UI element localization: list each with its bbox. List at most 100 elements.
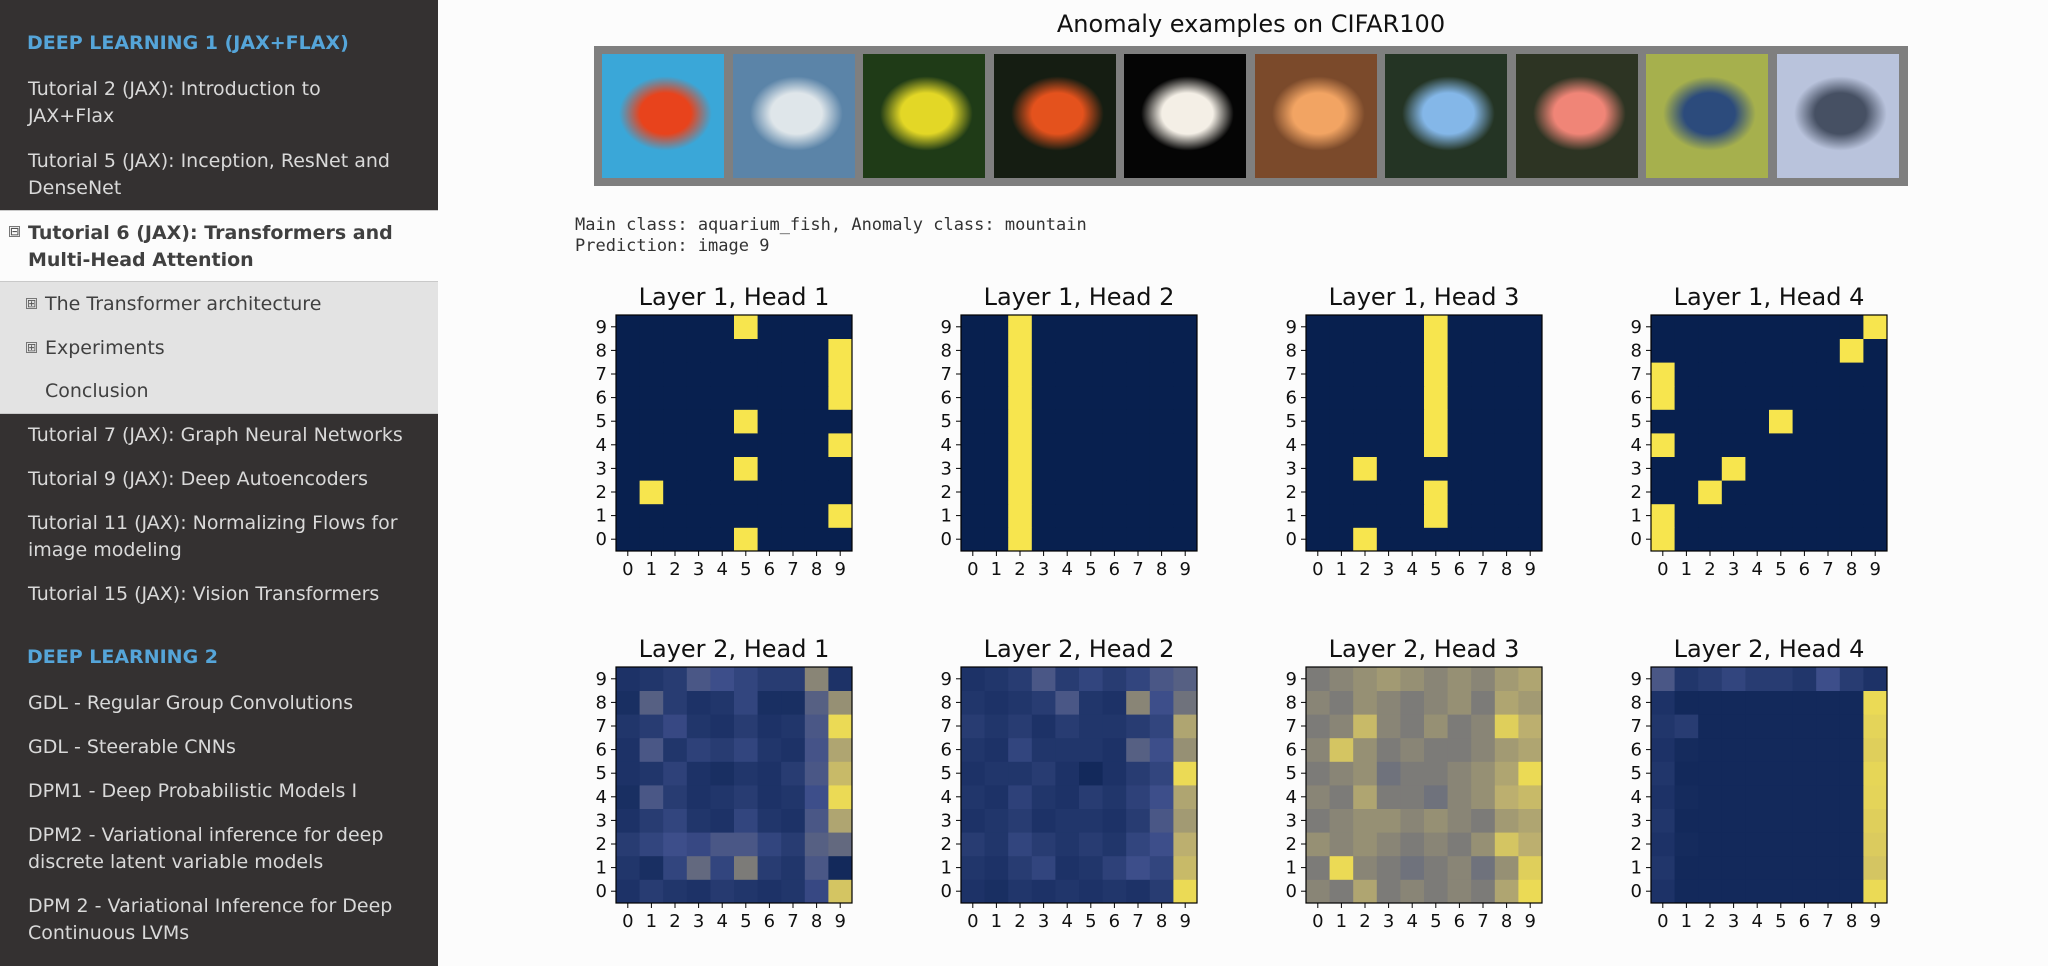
y-tick-label: 6 (596, 740, 607, 761)
heatmap-frame (1305, 314, 1543, 552)
heatmap-cell (1306, 832, 1330, 857)
nav-subitem-transformer-architecture[interactable]: ⊞ The Transformer architecture (0, 282, 438, 326)
heatmap-cell (1306, 338, 1330, 363)
y-tick-label: 8 (596, 340, 607, 361)
heatmap-cell (1674, 338, 1699, 363)
heatmap-cell (734, 690, 758, 715)
nav-item-gdl-steerable[interactable]: GDL - Steerable CNNs (28, 736, 236, 758)
nav-item-gdl-regular[interactable]: GDL - Regular Group Convolutions (28, 692, 354, 714)
heatmap-cell (1494, 714, 1519, 739)
heatmap-cell (1518, 503, 1543, 528)
heatmap-cell (1745, 667, 1770, 691)
heatmap-cell (1008, 527, 1033, 552)
y-tick-label: 4 (941, 435, 952, 456)
heatmap-cell (1424, 338, 1448, 363)
collapse-icon[interactable]: ⊟ (9, 225, 20, 238)
orange-fish-image-icon (993, 54, 1116, 178)
y-tick-label: 1 (941, 858, 952, 879)
heatmap-cell (1518, 315, 1543, 339)
x-tick-label: 7 (787, 559, 798, 580)
heatmap-cell (1447, 409, 1472, 434)
heatmap-cell (1518, 690, 1543, 715)
nav-subitem-conclusion[interactable]: Conclusion (0, 369, 438, 413)
heatmap-cell (1353, 879, 1378, 904)
heatmap-cell (1329, 832, 1354, 857)
x-tick-label: 3 (693, 559, 704, 580)
nav-item-tutorial-2[interactable]: Tutorial 2 (JAX): Introduction to JAX+Fl… (28, 78, 321, 127)
nav-item-dpm1[interactable]: DPM1 - Deep Probabilistic Models I (28, 780, 358, 802)
heatmap-cell (1674, 362, 1699, 387)
x-tick-label: 8 (1846, 559, 1857, 580)
heatmap-cell (616, 385, 640, 410)
nav-subitem-experiments[interactable]: ⊞ Experiments (0, 326, 438, 370)
heatmap-cell (1329, 433, 1354, 457)
y-tick-label: 4 (1286, 435, 1297, 456)
y-tick-label: 0 (1286, 529, 1297, 550)
heatmap-cell (1424, 315, 1448, 339)
heatmap-cell (616, 714, 640, 739)
heatmap-cell (1055, 879, 1080, 904)
heatmap-cell (1400, 409, 1425, 434)
heatmap-cell (1126, 456, 1151, 481)
x-tick-label: 3 (1728, 559, 1739, 580)
heatmap-cell (1400, 385, 1425, 410)
nav-item-dpm2-continuous[interactable]: DPM 2 - Variational Inference for Deep C… (28, 895, 393, 944)
nav-subitem-label: The Transformer architecture (45, 293, 322, 315)
nav-item-dpm2-discrete[interactable]: DPM2 - Variational inference for deep di… (28, 824, 384, 873)
nav-item-tutorial-7[interactable]: Tutorial 7 (JAX): Graph Neural Networks (28, 424, 403, 446)
heatmap-cell (1126, 785, 1151, 809)
heatmap-cell (1008, 315, 1033, 339)
heatmap-cell (1721, 480, 1746, 505)
heatmap-cell (1839, 409, 1864, 434)
heatmap-cell (1173, 667, 1198, 691)
heatmap-cell (1102, 737, 1127, 762)
heatmap-cell (1079, 433, 1103, 457)
y-tick-label: 4 (941, 787, 952, 808)
y-tick-label: 5 (1286, 763, 1297, 784)
heatmap-cell (639, 714, 664, 739)
nav-item-tutorial-11[interactable]: Tutorial 11 (JAX): Normalizing Flows for… (28, 512, 398, 561)
heatmap-cell (1721, 737, 1746, 762)
heatmap-cell (1102, 879, 1127, 904)
heatmap-cell (984, 855, 1009, 880)
heatmap-cell (1769, 527, 1793, 552)
blue-cichlid-image-icon (1385, 54, 1507, 178)
nav-item-tutorial-6-current[interactable]: ⊟ Tutorial 6 (JAX): Transformers and Mul… (0, 210, 438, 282)
expand-icon[interactable]: ⊞ (26, 297, 37, 310)
heatmap-cell (1126, 808, 1151, 833)
heatmap-cell (1400, 315, 1425, 339)
heatmap-cell (1863, 761, 1888, 786)
heatmap-cell (1447, 785, 1472, 809)
heatmap-cell (710, 879, 735, 904)
x-tick-label: 5 (1430, 559, 1441, 580)
heatmap-cell (1816, 785, 1841, 809)
heatmap-cell (804, 737, 829, 762)
heatmap-cell (1353, 409, 1378, 434)
nav-item-tutorial-5[interactable]: Tutorial 5 (JAX): Inception, ResNet and … (28, 150, 390, 199)
heatmap-cell (1447, 832, 1472, 857)
heatmap-cell (1769, 456, 1793, 481)
nav-item-tutorial-15[interactable]: Tutorial 15 (JAX): Vision Transformers (28, 583, 380, 605)
heatmap-cell (1400, 690, 1425, 715)
nav-item-tutorial-9[interactable]: Tutorial 9 (JAX): Deep Autoencoders (28, 468, 369, 490)
x-tick-label: 8 (1501, 911, 1512, 932)
heatmap-cell (1173, 385, 1198, 410)
heatmap-cell (1126, 503, 1151, 528)
heatmap-cell (1306, 808, 1330, 833)
heatmap-cell (663, 690, 688, 715)
heatmap-cell (710, 362, 735, 387)
heatmap-cell (1079, 690, 1103, 715)
heatmap-cell (639, 761, 664, 786)
heatmap-cell (663, 879, 688, 904)
heatmap-cell (757, 433, 782, 457)
heatmap-cell (616, 785, 640, 809)
heatmap-cell (1031, 527, 1056, 552)
heatmap-cell (1353, 315, 1378, 339)
expand-icon[interactable]: ⊞ (26, 341, 37, 354)
heatmap-cell (1651, 785, 1675, 809)
heatmap-cell (1769, 855, 1793, 880)
heatmap-cell (1424, 785, 1448, 809)
y-tick-label: 6 (1631, 388, 1642, 409)
